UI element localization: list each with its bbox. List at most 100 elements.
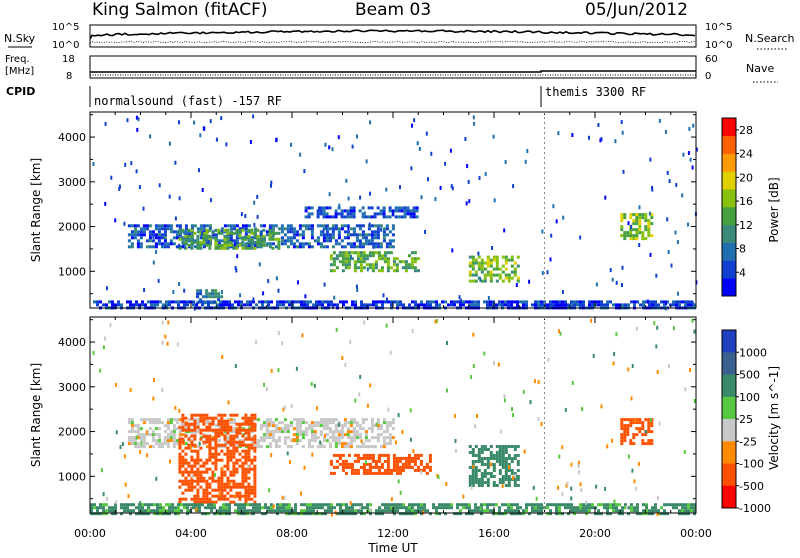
- echo-cell: [199, 298, 203, 302]
- echo-cell: [220, 449, 224, 453]
- echo-cell: [277, 427, 281, 431]
- echo-cell: [220, 290, 223, 295]
- echo-cell: [223, 237, 227, 241]
- velocity-colorbar-label: Velocity [m s^-1]: [767, 366, 781, 470]
- echo-cell: [620, 439, 624, 443]
- echo-cell: [130, 421, 134, 425]
- echo-cell: [169, 433, 173, 437]
- echo-cell: [184, 427, 188, 431]
- echo-cell: [600, 503, 603, 507]
- echo-cell: [247, 491, 251, 495]
- echo-cell: [310, 245, 314, 249]
- echo-cell: [141, 512, 144, 516]
- echo-cell: [392, 468, 396, 472]
- echo-cell: [446, 388, 448, 393]
- echo-cell: [684, 506, 687, 510]
- echo-cell: [477, 255, 481, 259]
- echo-cell: [139, 436, 143, 440]
- echo-cell: [244, 224, 248, 228]
- echo-cell: [656, 369, 659, 374]
- echo-cell: [335, 453, 339, 457]
- echo-cell: [486, 303, 489, 307]
- echo-cell: [283, 242, 287, 246]
- echo-cell: [277, 430, 281, 434]
- echo-cell: [225, 303, 228, 307]
- echo-cell: [150, 509, 153, 513]
- echo-cell: [404, 465, 408, 469]
- echo-cell: [489, 451, 493, 454]
- echo-cell: [480, 258, 484, 262]
- echo-cell: [644, 219, 648, 223]
- echo-cell: [220, 295, 224, 299]
- echo-cell: [288, 506, 291, 510]
- echo-cell: [486, 472, 490, 475]
- echo-cell: [201, 300, 204, 304]
- echo-cell: [244, 452, 248, 456]
- echo-cell: [304, 224, 308, 228]
- echo-cell: [329, 257, 333, 261]
- echo-cell: [244, 419, 248, 423]
- echo-cell: [537, 417, 540, 422]
- echo-cell: [255, 506, 258, 510]
- echo-cell: [621, 506, 624, 510]
- echo-cell: [343, 245, 347, 249]
- echo-cell: [663, 303, 666, 307]
- echo-cell: [250, 413, 254, 417]
- echo-cell: [177, 503, 180, 507]
- echo-cell: [367, 439, 371, 443]
- echo-cell: [678, 503, 681, 507]
- echo-cell: [321, 506, 324, 510]
- echo-cell: [630, 396, 633, 401]
- echo-cell: [641, 442, 645, 446]
- echo-cell: [331, 433, 335, 437]
- echo-cell: [398, 471, 402, 475]
- echo-cell: [382, 206, 386, 210]
- colorbar-tick-label: -25: [739, 435, 757, 448]
- echo-cell: [412, 449, 415, 454]
- echo-cell: [453, 414, 456, 418]
- echo-cell: [211, 452, 215, 456]
- echo-cell: [377, 465, 381, 469]
- echo-cell: [166, 224, 170, 228]
- echo-cell: [181, 479, 185, 483]
- echo-cell: [638, 222, 642, 226]
- echo-cell: [142, 224, 146, 228]
- echo-cell: [222, 300, 225, 304]
- echo-cell: [208, 295, 212, 299]
- echo-cell: [626, 430, 630, 434]
- echo-cell: [525, 503, 528, 507]
- echo-cell: [238, 439, 242, 443]
- echo-cell: [193, 428, 197, 432]
- echo-cell: [168, 506, 171, 510]
- echo-cell: [386, 269, 390, 273]
- echo-cell: [319, 245, 323, 249]
- echo-cell: [576, 300, 579, 304]
- echo-cell: [178, 246, 182, 250]
- echo-cell: [250, 416, 254, 420]
- echo-cell: [343, 433, 347, 437]
- echo-cell: [277, 243, 281, 247]
- echo-cell: [558, 303, 561, 307]
- echo-cell: [159, 509, 162, 513]
- echo-cell: [199, 470, 203, 474]
- echo-cell: [193, 422, 197, 426]
- echo-cell: [670, 263, 673, 268]
- echo-cell: [379, 245, 383, 249]
- echo-cell: [196, 449, 200, 453]
- echo-cell: [259, 427, 263, 431]
- echo-cell: [207, 240, 210, 244]
- echo-cell: [340, 445, 344, 449]
- echo-cell: [594, 512, 597, 516]
- echo-cell: [364, 242, 368, 246]
- echo-cell: [240, 303, 243, 307]
- echo-cell: [265, 433, 269, 437]
- echo-cell: [156, 503, 159, 507]
- echo-cell: [310, 236, 314, 240]
- echo-cell: [435, 303, 438, 307]
- echo-cell: [274, 418, 278, 422]
- echo-cell: [213, 503, 216, 507]
- echo-cell: [136, 245, 140, 249]
- echo-cell: [346, 224, 350, 228]
- echo-cell: [289, 242, 293, 246]
- echo-cell: [217, 295, 221, 299]
